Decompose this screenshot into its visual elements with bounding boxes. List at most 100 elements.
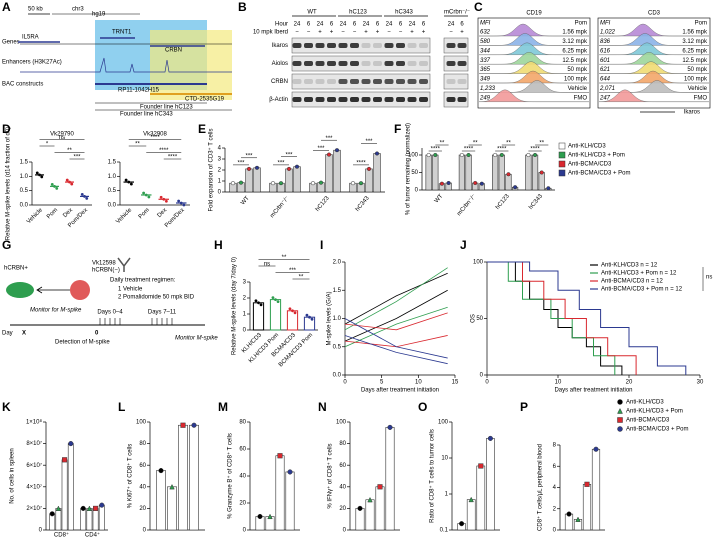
blot-frame <box>443 73 469 90</box>
band <box>419 97 428 102</box>
survival-curve <box>487 261 637 375</box>
bar <box>476 465 486 531</box>
y-tick-label: 8 <box>553 443 557 449</box>
band <box>384 79 394 84</box>
bar <box>333 149 341 193</box>
marker <box>468 496 474 503</box>
genome-build: hg19 <box>92 12 106 18</box>
bar <box>167 486 177 531</box>
y-tick-label: 0 <box>343 528 347 534</box>
y-axis-label: % Granzyme B⁺ of CD8⁺ T cells <box>227 433 234 519</box>
x-tick-label: 5 <box>380 380 384 386</box>
y-axis-label: Ratio of CD8⁺ T cells to tumor cells <box>429 429 436 523</box>
point <box>85 197 89 200</box>
point <box>291 309 294 313</box>
arrow <box>36 286 70 294</box>
flow-histogram <box>599 33 709 46</box>
chart-title: Vk32908 <box>143 132 167 138</box>
bar <box>269 299 282 331</box>
significance: *** <box>365 139 373 145</box>
y-tick-label: 80 <box>339 441 346 447</box>
chart-title: Vk29790 <box>50 132 74 138</box>
significance: ns <box>706 275 712 281</box>
blot-frame <box>443 91 469 108</box>
marker <box>593 446 599 452</box>
marker <box>426 152 431 158</box>
y-tick-label: 60 <box>139 463 146 469</box>
marker <box>466 152 471 158</box>
band <box>350 43 359 48</box>
band <box>384 61 394 66</box>
bar <box>425 154 432 191</box>
bar <box>465 154 472 191</box>
y-axis-label: CD8⁺ T cells/µL peripheral blood <box>537 444 544 531</box>
legend-swatch <box>558 169 566 177</box>
panel-letter: N <box>318 400 327 414</box>
point <box>38 173 41 177</box>
band <box>350 97 359 102</box>
band <box>338 79 348 84</box>
y-tick-label: 6 <box>553 464 557 470</box>
band <box>327 43 336 48</box>
row-label: Hour <box>275 22 288 28</box>
significance: ** <box>282 255 287 261</box>
label: Detection of M-spike <box>55 340 110 346</box>
y-tick-label: 1 <box>218 179 222 185</box>
mouse <box>6 282 34 298</box>
significance: ** <box>539 141 544 147</box>
point <box>293 311 297 315</box>
marker <box>617 407 623 414</box>
marker <box>80 505 86 511</box>
y-axis-label: % IFNγ⁺ of CD8⁺ T cells <box>327 443 334 508</box>
bar <box>189 424 199 531</box>
y-axis-label: % of tumor remaining (normalized) <box>406 123 412 215</box>
significance: *** <box>73 155 81 161</box>
bar <box>98 504 105 531</box>
x-tick-label: Pom/Dex <box>164 207 186 229</box>
protein-label: Ikaros <box>272 43 288 49</box>
x-tick-label: 10 <box>555 380 562 386</box>
bar <box>582 484 592 531</box>
marker <box>318 180 324 185</box>
label: X <box>22 331 26 337</box>
band <box>361 79 371 84</box>
bac-label: CTD-2535G19 <box>185 97 225 103</box>
significance: *** <box>285 152 293 158</box>
group-label: WT <box>307 10 317 16</box>
series-line <box>344 267 448 331</box>
y-axis-label: No. of cells in spleen <box>10 448 16 503</box>
y-tick-label: 20 <box>339 506 346 512</box>
legend-label: Anti-KLH/CD3 <box>626 400 664 406</box>
y-tick-label: 40 <box>139 484 146 490</box>
panel-letter: F <box>394 122 401 136</box>
marker <box>357 505 363 511</box>
marker <box>278 181 284 186</box>
marker <box>617 417 623 423</box>
dose-label: 3.12 mpk <box>562 39 588 45</box>
y-tick-label: 0.0 <box>333 373 342 379</box>
x-tick-label: WT <box>434 193 445 204</box>
marker <box>246 166 252 171</box>
significance: **** <box>497 147 507 153</box>
dose-label: Vehicle <box>568 86 588 92</box>
track-label: Enhancers (H3K27Ac) <box>2 60 62 66</box>
lane-iberd: + <box>410 30 414 36</box>
y-tick-label: 0.5 <box>108 188 117 194</box>
marker <box>180 422 186 428</box>
band <box>373 79 382 84</box>
mfi-value: 580 <box>480 39 491 45</box>
lane-hour: 6 <box>353 22 357 28</box>
x-tick-label: mCrbn⁻/⁻ <box>456 193 477 217</box>
legend-label: Anti-KLH/CD3 + Pom <box>568 153 625 159</box>
point <box>177 199 181 203</box>
x-tick-label: 30 <box>697 380 704 386</box>
point <box>129 182 133 186</box>
bar <box>375 486 385 531</box>
lane-hour: 24 <box>340 22 347 28</box>
y-tick-label: 40 <box>239 474 246 480</box>
flow-histogram <box>479 23 589 37</box>
mfi-header: MFI <box>480 21 491 27</box>
dose-label: 50 mpk <box>687 67 708 73</box>
band <box>446 79 456 84</box>
band <box>419 79 428 84</box>
